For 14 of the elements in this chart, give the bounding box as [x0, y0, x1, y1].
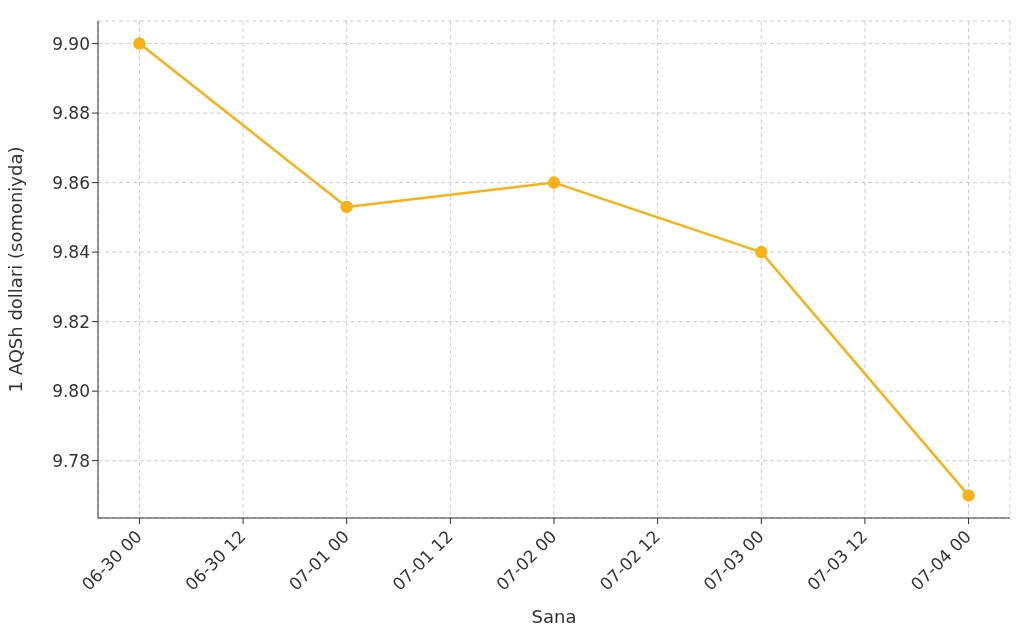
y-tick-label: 9.80 — [52, 381, 90, 402]
point — [340, 200, 353, 214]
y-tick-label: 9.86 — [52, 172, 90, 193]
y-tick-label: 9.90 — [52, 33, 90, 54]
point — [962, 489, 975, 502]
y-tick-label: 9.84 — [52, 242, 90, 263]
x-axis-title: Sana — [531, 606, 577, 627]
y-tick-label: 9.82 — [52, 311, 90, 332]
y-axis-title: 1 AQSh dollari (somoniyda) — [5, 146, 27, 393]
point — [133, 37, 146, 50]
y-tick-label: 9.78 — [52, 450, 90, 471]
point — [755, 245, 768, 259]
y-tick-label: 9.88 — [52, 103, 90, 124]
point — [547, 176, 561, 189]
